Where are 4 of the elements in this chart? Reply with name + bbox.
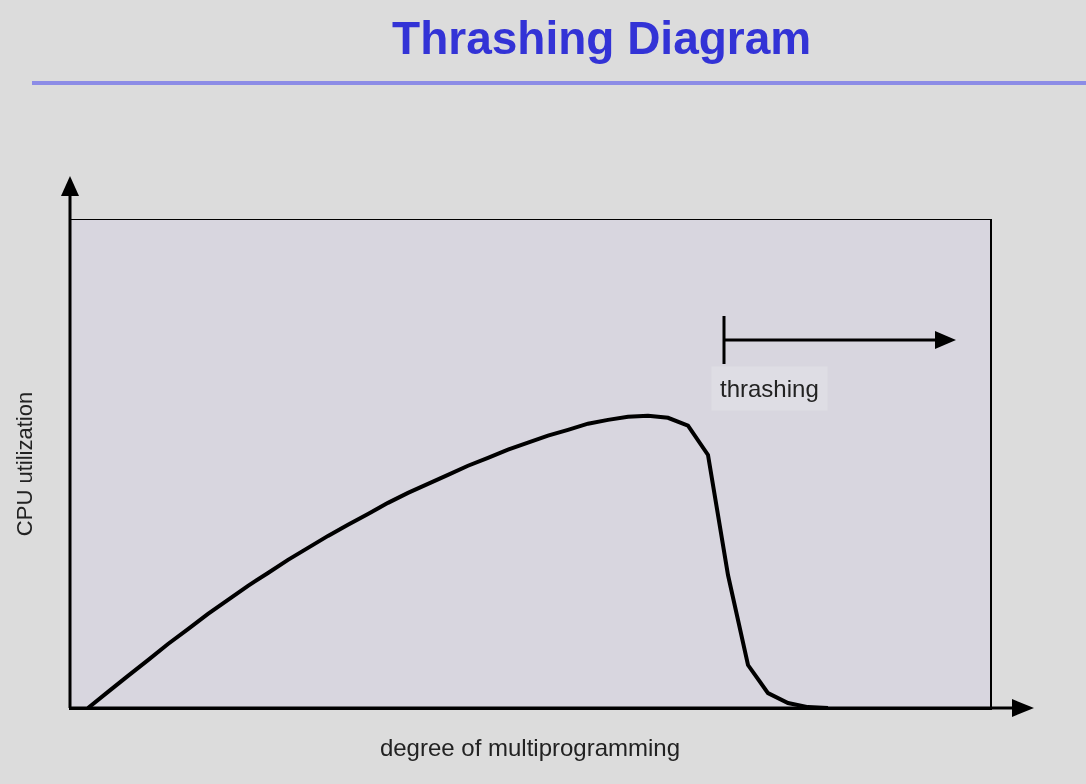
x-axis-title: degree of multiprogramming bbox=[379, 733, 681, 761]
chart-title: Thrashing Diagram bbox=[392, 11, 812, 64]
y-axis-title: CPU utilization bbox=[11, 391, 37, 537]
text: thrashing bbox=[720, 375, 819, 402]
